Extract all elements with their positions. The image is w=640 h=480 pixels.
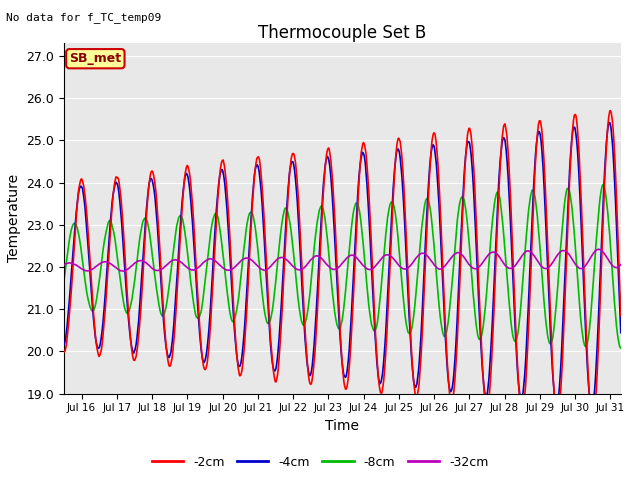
Text: SB_met: SB_met <box>69 52 122 65</box>
-2cm <box>316 253 324 259</box>
-4cm <box>88 303 96 309</box>
-32cm <box>331 266 339 272</box>
-2cm <box>601 172 609 178</box>
-8cm <box>499 218 506 224</box>
-2cm <box>589 418 596 423</box>
-4cm <box>601 163 609 169</box>
-8cm <box>601 186 609 192</box>
-4cm <box>331 236 339 242</box>
-8cm <box>316 205 324 211</box>
-32cm <box>118 268 126 274</box>
-4cm <box>60 342 68 348</box>
-8cm <box>88 308 96 314</box>
-2cm <box>499 132 506 137</box>
Line: -2cm: -2cm <box>64 110 621 420</box>
-2cm <box>331 215 339 220</box>
-2cm <box>60 349 68 355</box>
-32cm <box>499 259 506 265</box>
-4cm <box>588 404 596 410</box>
X-axis label: Time: Time <box>325 419 360 433</box>
Line: -8cm: -8cm <box>64 185 621 348</box>
-32cm <box>601 252 609 257</box>
-32cm <box>602 252 609 258</box>
-4cm <box>617 330 625 336</box>
-4cm <box>316 239 324 244</box>
-2cm <box>606 108 614 113</box>
Line: -4cm: -4cm <box>64 123 621 407</box>
Line: -32cm: -32cm <box>64 249 621 271</box>
-32cm <box>88 266 96 272</box>
-8cm <box>599 182 607 188</box>
-32cm <box>595 246 603 252</box>
-2cm <box>617 313 625 319</box>
Y-axis label: Temperature: Temperature <box>7 174 21 263</box>
-8cm <box>60 277 68 283</box>
-32cm <box>617 262 625 267</box>
-2cm <box>88 295 96 301</box>
Title: Thermocouple Set B: Thermocouple Set B <box>259 24 426 42</box>
-4cm <box>499 138 506 144</box>
-8cm <box>331 310 339 315</box>
-4cm <box>606 120 614 126</box>
-8cm <box>617 345 625 351</box>
Text: No data for f_TC_temp09: No data for f_TC_temp09 <box>6 12 162 23</box>
-8cm <box>601 187 609 192</box>
-32cm <box>316 254 324 260</box>
-4cm <box>601 168 609 174</box>
Legend: -2cm, -4cm, -8cm, -32cm: -2cm, -4cm, -8cm, -32cm <box>147 451 493 474</box>
-32cm <box>60 262 68 268</box>
-2cm <box>601 179 609 185</box>
